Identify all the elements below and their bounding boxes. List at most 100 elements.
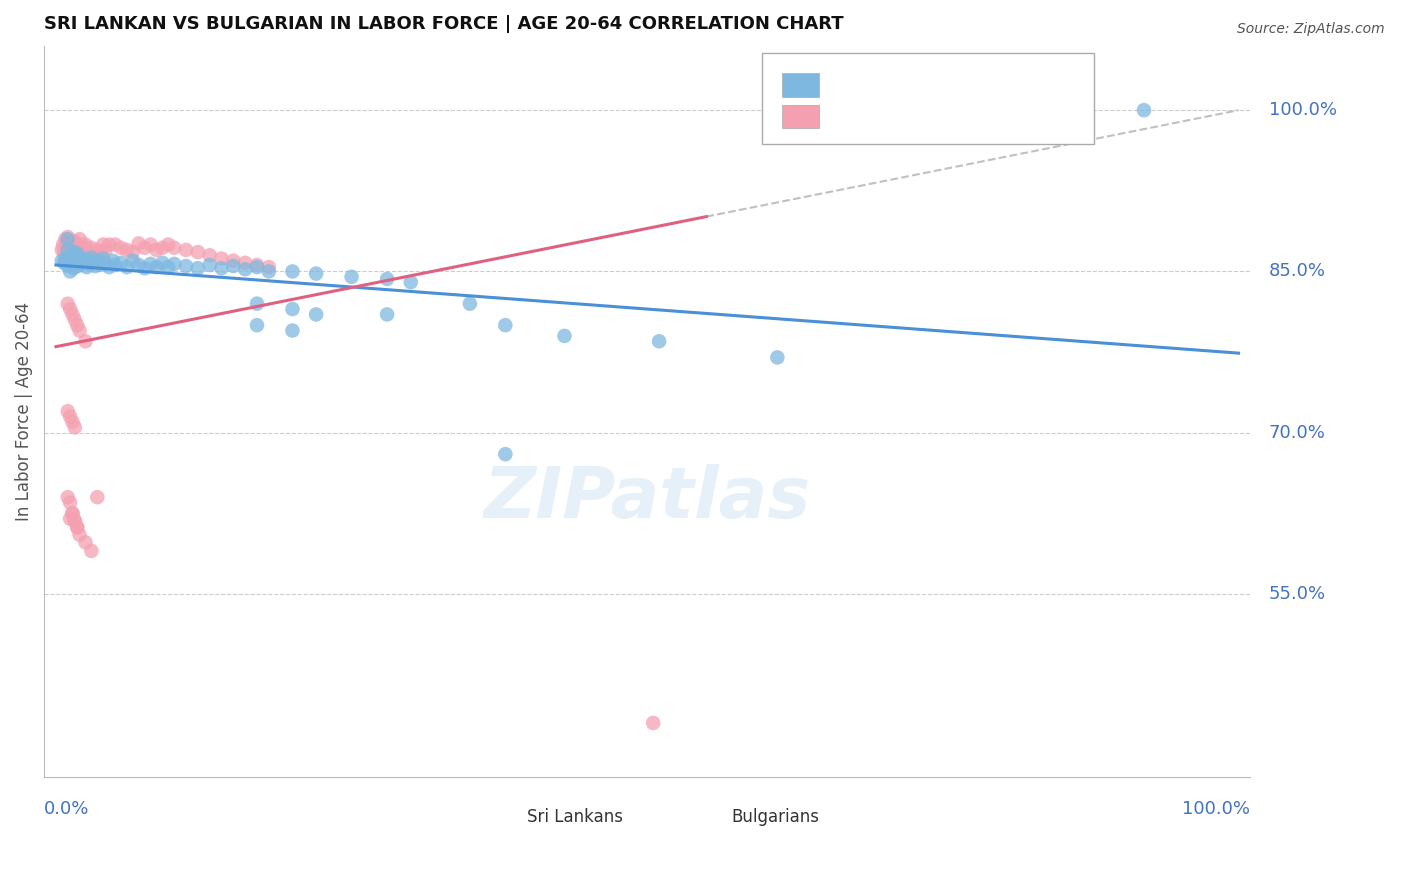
Point bbox=[198, 258, 221, 272]
Point bbox=[76, 253, 98, 268]
Point bbox=[62, 237, 84, 252]
Point bbox=[101, 253, 124, 268]
Point bbox=[305, 267, 328, 281]
Text: N =: N = bbox=[957, 73, 994, 91]
Text: 85.0%: 85.0% bbox=[1268, 262, 1326, 280]
Point bbox=[174, 259, 197, 273]
Text: Bulgarians: Bulgarians bbox=[731, 808, 820, 826]
Point bbox=[83, 256, 105, 270]
Point bbox=[121, 253, 143, 268]
Point bbox=[59, 252, 82, 266]
FancyBboxPatch shape bbox=[782, 105, 818, 128]
Point bbox=[56, 232, 79, 246]
Point bbox=[67, 253, 90, 268]
Point bbox=[65, 243, 87, 257]
Point bbox=[98, 260, 121, 274]
Point bbox=[163, 241, 186, 255]
Point bbox=[157, 237, 180, 252]
Point bbox=[70, 237, 93, 252]
Point bbox=[139, 257, 162, 271]
Point bbox=[59, 253, 82, 268]
Point bbox=[56, 296, 79, 310]
Point bbox=[145, 260, 167, 274]
Point bbox=[69, 258, 91, 272]
Point bbox=[53, 245, 76, 260]
Point bbox=[458, 296, 481, 310]
Point bbox=[60, 243, 83, 257]
Point bbox=[98, 237, 121, 252]
Point bbox=[75, 237, 97, 252]
Point bbox=[494, 318, 516, 333]
FancyBboxPatch shape bbox=[782, 73, 818, 97]
Point bbox=[75, 535, 97, 549]
Point bbox=[145, 243, 167, 257]
Point bbox=[76, 260, 98, 274]
Point bbox=[139, 237, 162, 252]
FancyBboxPatch shape bbox=[696, 810, 723, 826]
Point bbox=[94, 243, 117, 257]
Point bbox=[187, 245, 209, 260]
Text: Sri Lankans: Sri Lankans bbox=[527, 808, 623, 826]
Point bbox=[63, 256, 86, 270]
Point bbox=[62, 261, 84, 276]
Text: SRI LANKAN VS BULGARIAN IN LABOR FORCE | AGE 20-64 CORRELATION CHART: SRI LANKAN VS BULGARIAN IN LABOR FORCE |… bbox=[44, 15, 844, 33]
Point bbox=[77, 257, 100, 271]
Point bbox=[233, 262, 256, 277]
Point bbox=[281, 301, 304, 316]
Point bbox=[70, 257, 93, 271]
Point bbox=[56, 259, 79, 273]
Point bbox=[110, 256, 132, 270]
Point bbox=[222, 253, 245, 268]
Point bbox=[69, 324, 91, 338]
Text: 70.0%: 70.0% bbox=[1268, 424, 1326, 442]
Point bbox=[104, 237, 127, 252]
Text: R =: R = bbox=[831, 73, 866, 91]
Point bbox=[69, 232, 91, 246]
Point bbox=[766, 351, 789, 365]
Point bbox=[67, 245, 90, 260]
Point bbox=[211, 252, 233, 266]
Point bbox=[51, 253, 73, 268]
Point bbox=[52, 237, 75, 252]
Text: R =: R = bbox=[831, 104, 866, 123]
Text: 100.0%: 100.0% bbox=[1268, 101, 1337, 120]
Point bbox=[305, 308, 328, 322]
Point bbox=[86, 243, 108, 257]
Text: N =: N = bbox=[957, 104, 994, 123]
Point bbox=[55, 252, 77, 266]
Point bbox=[69, 251, 91, 265]
Point bbox=[281, 324, 304, 338]
Text: -0.081: -0.081 bbox=[876, 73, 936, 91]
Point bbox=[90, 245, 112, 260]
Point bbox=[63, 313, 86, 327]
Point bbox=[86, 490, 108, 504]
Point bbox=[233, 256, 256, 270]
Point bbox=[91, 237, 114, 252]
Point bbox=[69, 241, 91, 255]
Point bbox=[63, 514, 86, 528]
Text: ZIPatlas: ZIPatlas bbox=[484, 465, 811, 533]
Point bbox=[62, 249, 84, 263]
Point bbox=[62, 308, 84, 322]
Point bbox=[56, 230, 79, 244]
Point bbox=[94, 257, 117, 271]
Point bbox=[55, 232, 77, 246]
Point bbox=[198, 248, 221, 262]
Point bbox=[163, 257, 186, 271]
Point bbox=[553, 329, 575, 343]
FancyBboxPatch shape bbox=[491, 810, 517, 826]
Point bbox=[211, 261, 233, 276]
Point bbox=[66, 259, 89, 273]
Y-axis label: In Labor Force | Age 20-64: In Labor Force | Age 20-64 bbox=[15, 301, 32, 521]
Point bbox=[76, 245, 98, 260]
Text: 0.0%: 0.0% bbox=[44, 800, 90, 818]
FancyBboxPatch shape bbox=[762, 53, 1094, 145]
Text: 72: 72 bbox=[1005, 73, 1031, 91]
Point bbox=[62, 245, 84, 260]
Point bbox=[72, 243, 94, 257]
Point bbox=[84, 248, 107, 262]
Point bbox=[60, 258, 83, 272]
Point bbox=[66, 520, 89, 534]
Point bbox=[104, 258, 127, 272]
Point bbox=[66, 237, 89, 252]
